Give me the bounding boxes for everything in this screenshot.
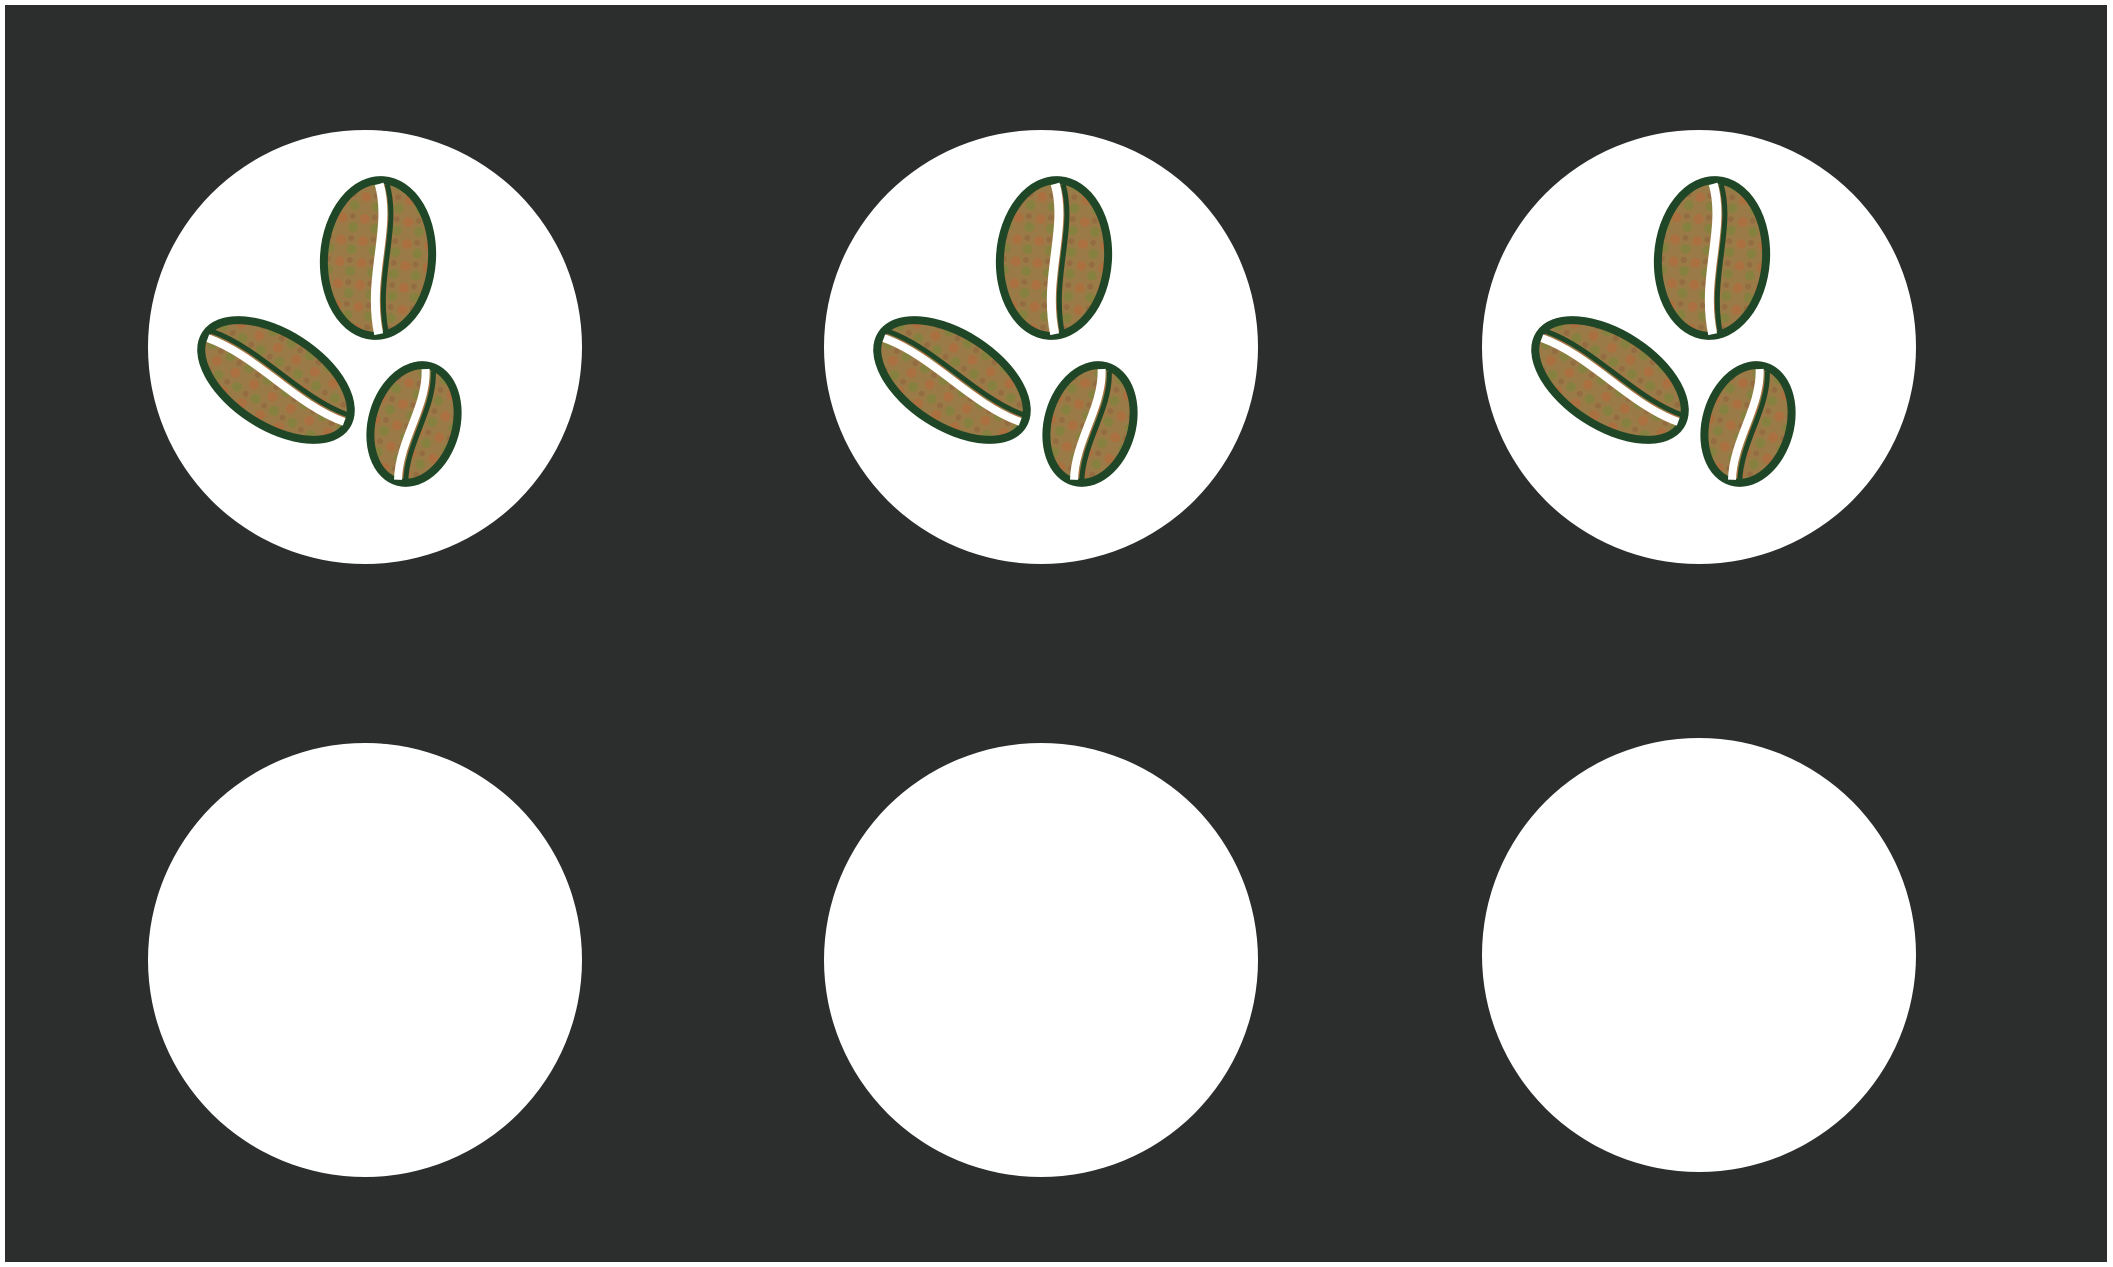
- stamp-slot-6: [1482, 738, 1916, 1172]
- stamp-slot-1: [148, 130, 582, 564]
- coffee-beans-icon: [148, 130, 582, 564]
- stamp-slot-5: [824, 743, 1258, 1177]
- stamp-slot-2: [824, 130, 1258, 564]
- loyalty-card: [5, 5, 2107, 1262]
- stamp-slot-3: [1482, 130, 1916, 564]
- coffee-beans-icon: [1482, 130, 1916, 564]
- stamp-slot-4: [148, 743, 582, 1177]
- coffee-beans-icon: [824, 130, 1258, 564]
